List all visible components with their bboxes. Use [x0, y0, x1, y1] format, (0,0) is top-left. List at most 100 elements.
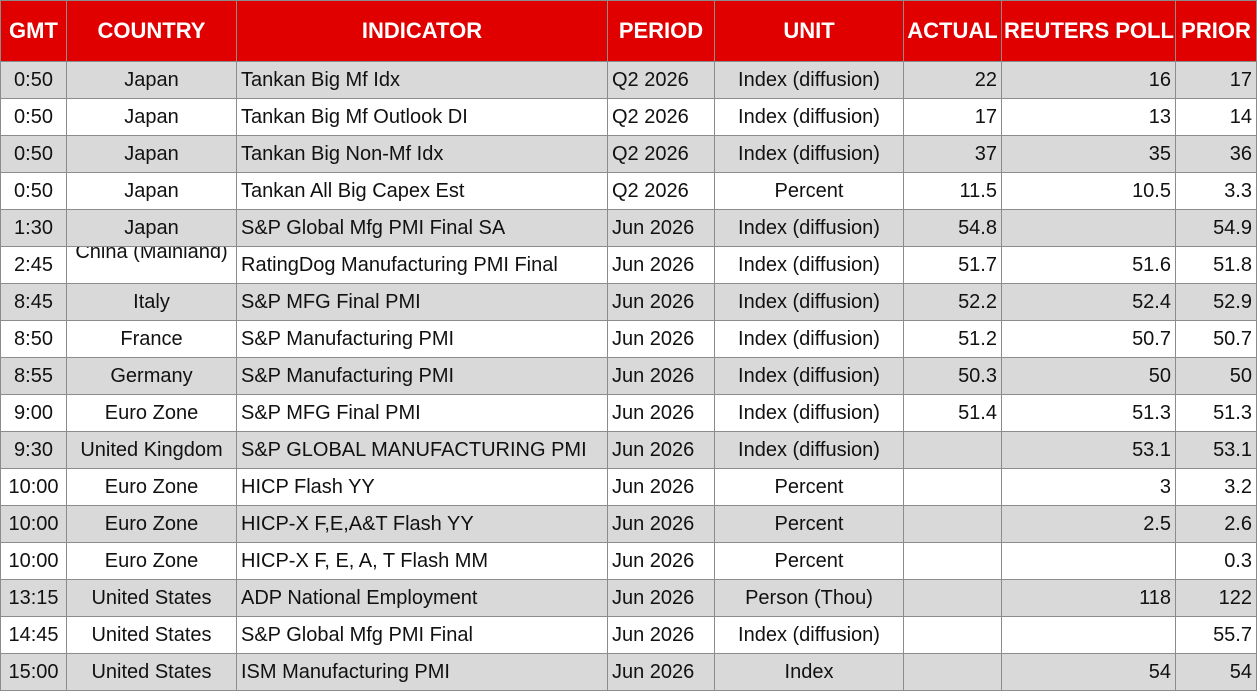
cell-actual	[903, 468, 1002, 506]
cell-actual	[903, 616, 1002, 654]
cell-gmt: 8:45	[0, 283, 67, 321]
table-row: 10:00 Euro Zone HICP-X F, E, A, T Flash …	[0, 542, 1257, 580]
cell-country: France	[66, 320, 237, 358]
table-row: 10:00 Euro Zone HICP Flash YY Jun 2026 P…	[0, 468, 1257, 506]
table-row: 15:00 United States ISM Manufacturing PM…	[0, 653, 1257, 691]
cell-poll: 52.4	[1001, 283, 1176, 321]
cell-period: Q2 2026	[607, 135, 715, 173]
cell-indicator: Tankan Big Non-Mf Idx	[236, 135, 608, 173]
cell-indicator: HICP-X F,E,A&T Flash YY	[236, 505, 608, 543]
cell-actual	[903, 505, 1002, 543]
cell-unit: Index (diffusion)	[714, 209, 904, 247]
cell-unit: Index (diffusion)	[714, 283, 904, 321]
cell-unit: Percent	[714, 542, 904, 580]
cell-indicator: RatingDog Manufacturing PMI Final	[236, 246, 608, 284]
table-row: 10:00 Euro Zone HICP-X F,E,A&T Flash YY …	[0, 505, 1257, 543]
cell-unit: Index (diffusion)	[714, 616, 904, 654]
cell-prior: 50	[1175, 357, 1257, 395]
cell-actual: 51.2	[903, 320, 1002, 358]
cell-poll: 10.5	[1001, 172, 1176, 210]
cell-poll: 54	[1001, 653, 1176, 691]
table-row: 9:00 Euro Zone S&P MFG Final PMI Jun 202…	[0, 394, 1257, 432]
cell-poll: 35	[1001, 135, 1176, 173]
cell-unit: Percent	[714, 468, 904, 506]
cell-period: Q2 2026	[607, 61, 715, 99]
cell-actual: 37	[903, 135, 1002, 173]
cell-actual: 11.5	[903, 172, 1002, 210]
cell-country: United States	[66, 616, 237, 654]
header-period: PERIOD	[607, 0, 715, 62]
cell-prior: 122	[1175, 579, 1257, 617]
cell-country: Japan	[66, 61, 237, 99]
cell-indicator: S&P Manufacturing PMI	[236, 320, 608, 358]
cell-country: United States	[66, 653, 237, 691]
cell-actual	[903, 653, 1002, 691]
table-row: 0:50 Japan Tankan Big Mf Idx Q2 2026 Ind…	[0, 61, 1257, 99]
cell-country: Germany	[66, 357, 237, 395]
cell-gmt: 0:50	[0, 61, 67, 99]
cell-prior: 51.8	[1175, 246, 1257, 284]
cell-prior: 14	[1175, 98, 1257, 136]
cell-period: Q2 2026	[607, 172, 715, 210]
cell-poll: 3	[1001, 468, 1176, 506]
cell-indicator: S&P Manufacturing PMI	[236, 357, 608, 395]
cell-indicator: HICP Flash YY	[236, 468, 608, 506]
cell-period: Jun 2026	[607, 653, 715, 691]
cell-indicator: Tankan All Big Capex Est	[236, 172, 608, 210]
cell-country: Euro Zone	[66, 394, 237, 432]
table-row: 8:50 France S&P Manufacturing PMI Jun 20…	[0, 320, 1257, 358]
cell-indicator: S&P Global Mfg PMI Final SA	[236, 209, 608, 247]
cell-country: Euro Zone	[66, 468, 237, 506]
table-row: 0:50 Japan Tankan Big Mf Outlook DI Q2 2…	[0, 98, 1257, 136]
cell-prior: 51.3	[1175, 394, 1257, 432]
cell-poll: 51.6	[1001, 246, 1176, 284]
header-reuters-poll: REUTERS POLL	[1001, 0, 1176, 62]
header-prior: PRIOR	[1175, 0, 1257, 62]
cell-country: Japan	[66, 172, 237, 210]
cell-gmt: 14:45	[0, 616, 67, 654]
table-row: 8:55 Germany S&P Manufacturing PMI Jun 2…	[0, 357, 1257, 395]
cell-gmt: 1:30	[0, 209, 67, 247]
cell-period: Jun 2026	[607, 394, 715, 432]
cell-country: Japan	[66, 98, 237, 136]
cell-poll	[1001, 616, 1176, 654]
cell-indicator: S&P GLOBAL MANUFACTURING PMI	[236, 431, 608, 469]
cell-prior: 2.6	[1175, 505, 1257, 543]
cell-indicator: Tankan Big Mf Outlook DI	[236, 98, 608, 136]
cell-prior: 54	[1175, 653, 1257, 691]
cell-poll: 2.5	[1001, 505, 1176, 543]
cell-prior: 17	[1175, 61, 1257, 99]
cell-country: United Kingdom	[66, 431, 237, 469]
cell-country: United States	[66, 579, 237, 617]
cell-gmt: 0:50	[0, 135, 67, 173]
cell-gmt: 0:50	[0, 98, 67, 136]
cell-gmt: 8:55	[0, 357, 67, 395]
cell-period: Jun 2026	[607, 579, 715, 617]
cell-actual: 51.7	[903, 246, 1002, 284]
cell-prior: 54.9	[1175, 209, 1257, 247]
table-row: 13:15 United States ADP National Employm…	[0, 579, 1257, 617]
header-country: COUNTRY	[66, 0, 237, 62]
header-unit: UNIT	[714, 0, 904, 62]
cell-actual: 22	[903, 61, 1002, 99]
table-row: 14:45 United States S&P Global Mfg PMI F…	[0, 616, 1257, 654]
cell-poll: 16	[1001, 61, 1176, 99]
cell-prior: 36	[1175, 135, 1257, 173]
table-body: 0:50 Japan Tankan Big Mf Idx Q2 2026 Ind…	[0, 61, 1257, 691]
cell-poll: 50	[1001, 357, 1176, 395]
table-row: 8:45 Italy S&P MFG Final PMI Jun 2026 In…	[0, 283, 1257, 321]
cell-period: Jun 2026	[607, 468, 715, 506]
cell-country: Japan	[66, 135, 237, 173]
cell-unit: Index (diffusion)	[714, 98, 904, 136]
cell-period: Jun 2026	[607, 357, 715, 395]
cell-country: Japan	[66, 209, 237, 247]
cell-unit: Person (Thou)	[714, 579, 904, 617]
cell-country: China (Mainland)	[66, 246, 237, 284]
cell-unit: Percent	[714, 172, 904, 210]
cell-gmt: 13:15	[0, 579, 67, 617]
cell-country: Euro Zone	[66, 505, 237, 543]
cell-prior: 0.3	[1175, 542, 1257, 580]
cell-gmt: 10:00	[0, 468, 67, 506]
cell-period: Jun 2026	[607, 616, 715, 654]
cell-country: Euro Zone	[66, 542, 237, 580]
